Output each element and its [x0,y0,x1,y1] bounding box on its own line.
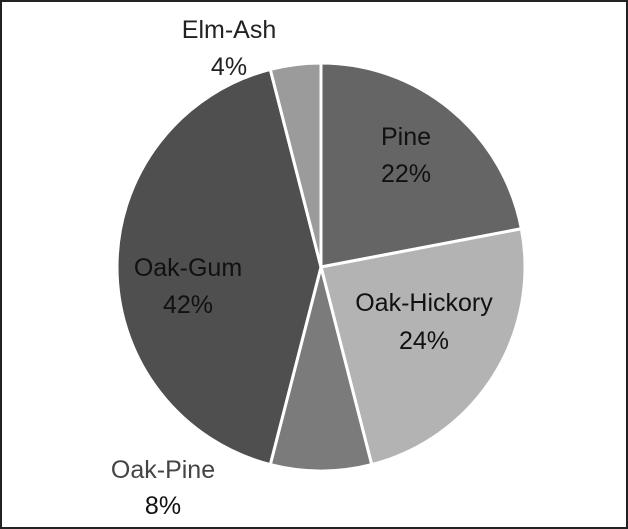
slice-label-pine-name: Pine [381,123,431,151]
slice-label-elm-ash-value: 4% [211,53,247,81]
slice-label-oak-gum-name: Oak-Gum [134,254,242,282]
pie-slice-oak-pine [268,265,374,473]
slice-label-elm-ash-name: Elm-Ash [182,16,276,44]
pie-slice-oak-gum [115,67,323,467]
slice-label-pine-value: 22% [381,160,431,188]
slice-label-oak-hickory-value: 24% [399,327,449,355]
pie-slice-oak-hickory [319,227,527,467]
slice-label-oak-pine-value: 8% [145,492,181,520]
slice-label-oak-pine-name: Oak-Pine [111,456,215,484]
pie-slice-pine [319,61,523,269]
pie-labels: Pine 22% Oak-Hickory 24% Oak-Pine 8% Oak… [111,16,493,520]
slice-label-oak-hickory-name: Oak-Hickory [355,289,493,317]
pie-slices [115,61,527,473]
slice-label-oak-gum-value: 42% [163,291,213,319]
pie-slice-elm-ash [268,61,323,269]
